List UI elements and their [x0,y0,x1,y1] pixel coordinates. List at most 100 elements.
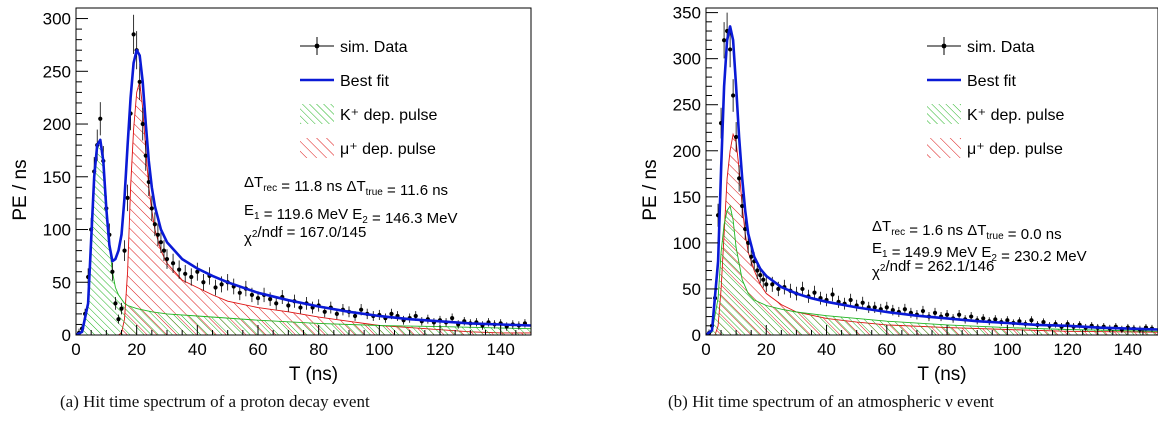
data-point [125,195,130,200]
plot-frame [705,7,1158,336]
x-tick-label: 40 [188,340,207,359]
data-point [761,277,766,282]
data-point [981,316,986,321]
fit-annotation: χ2/ndf = 262.1/146 [872,258,994,281]
data-point [219,282,224,287]
data-point [758,273,763,278]
data-point [737,176,742,181]
y-tick-label: 100 [43,221,71,240]
data-point [183,271,188,276]
data-point [352,313,358,319]
x-tick-label: 80 [309,340,328,359]
data-point [249,292,255,298]
y-tick-label: 0 [62,326,71,345]
data-point [131,32,136,37]
plot-area [706,12,1158,335]
legend-label: Best fit [967,73,1016,90]
x-tick-label: 20 [757,340,776,359]
legend-label: μ⁺ dep. pulse [967,141,1063,158]
data-point [450,316,455,321]
y-axis-title: PE / ns [10,159,31,220]
y-tick-label: 150 [43,168,71,187]
data-point [969,314,974,319]
data-point [140,121,145,127]
data-point [800,286,805,292]
data-point [764,282,769,287]
panel-b-plot: 0 20 40 60 80 100 120 140 0 50 100 150 200 250 300 350 T… [640,4,1158,385]
y-tick-label: 250 [43,62,71,81]
data-point [731,93,736,98]
x-tick-label: 100 [993,340,1021,359]
x-axis-title: T (ns) [917,364,966,385]
data-point [161,248,167,253]
x-tick-label: 60 [249,340,268,359]
data-point [1005,318,1010,323]
data-point [884,305,889,310]
data-point [334,311,339,317]
data-point [721,38,727,43]
legend: sim. Data Best fit K⁺ dep. pulse μ⁺ dep. pu… [927,37,1065,158]
legend-label: K⁺ dep. pulse [967,107,1065,124]
plot-area [76,14,531,335]
caption-a: (a) Hit time spectrum of a proton decay … [60,392,370,411]
data-point [734,134,739,140]
data-point [189,274,194,280]
data-point [255,295,261,301]
data-point [932,310,938,315]
data-point [155,232,160,237]
legend: sim. Data Best fit K⁺ dep. pulse μ⁺ dep. pu… [300,37,438,158]
data-point [1041,320,1046,325]
legend-mu-swatch [300,138,334,158]
x-tick-label: 0 [71,340,80,359]
legend-label: sim. Data [967,39,1035,56]
data-point [158,240,164,245]
y-tick-label: 300 [673,50,701,69]
data-point [170,261,176,266]
x-tick-label: 140 [1114,340,1142,359]
data-point [113,301,118,306]
data-point [728,47,733,52]
y-tick-label: 200 [43,115,71,134]
fit-annotation: ΔTrec = 1.6 ns ΔTtrue = 0.0 ns [872,218,1062,243]
legend-label: μ⁺ dep. pulse [340,141,436,158]
data-point [137,79,142,84]
data-point [274,301,279,306]
data-point [944,312,950,317]
y-tick-label: 150 [673,188,701,207]
data-point [1017,319,1022,324]
data-point [152,222,157,227]
data-point [237,290,242,295]
x-tick-label: 120 [1053,340,1081,359]
data-point [755,268,760,273]
data-point [98,116,103,121]
y-tick-label: 250 [673,96,701,115]
data-point [213,285,218,290]
data-point [389,311,394,317]
data-point [322,309,327,314]
fit-annotation: χ2/ndf = 167.0/145 [244,224,366,247]
legend-mu-swatch [927,138,961,158]
data-point [848,297,853,303]
data-point [298,305,303,310]
caption-b: (b) Hit time spectrum of an atmospheric … [668,392,994,411]
x-tick-label: 120 [426,340,454,359]
fit-line [706,25,1158,335]
k-pulse-area [706,204,1158,335]
data-point [812,290,817,295]
y-tick-label: 300 [43,10,71,29]
data-point [776,286,781,292]
data-point [920,308,926,314]
data-point [286,303,291,308]
data-point [110,269,115,274]
fit-line [76,48,531,335]
data-point [872,305,877,310]
y-tick-label: 200 [673,142,701,161]
data-point [116,317,121,322]
x-tick-label: 60 [877,340,896,359]
x-tick-label: 80 [938,340,957,359]
y-tick-label: 350 [673,4,701,23]
data-point [119,306,124,311]
data-point [740,203,745,209]
legend-k-swatch [300,104,334,124]
